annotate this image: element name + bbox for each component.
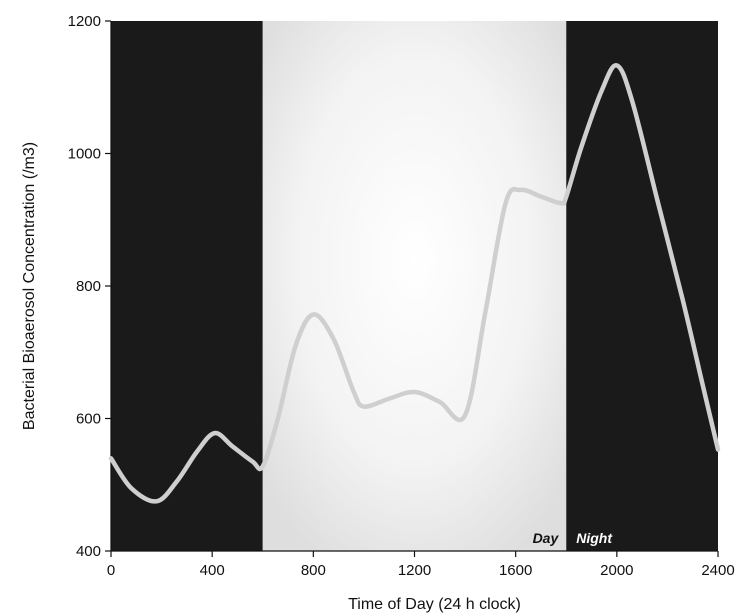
concentration-line [108, 63, 721, 504]
x-tick-label: 1600 [499, 562, 532, 579]
night-band [566, 21, 718, 551]
y-tick-label: 400 [76, 543, 101, 560]
series-layer [108, 63, 721, 504]
background-bands [111, 21, 718, 551]
day-band [262, 21, 567, 551]
axes: 0 400 800 1200 1600 2000 2400 400 600 800 1000 1200 [68, 13, 735, 579]
x-tick-label: 400 [200, 562, 225, 579]
night-band [111, 21, 263, 551]
day-label: Day [533, 530, 560, 546]
y-tick-label: 600 [76, 411, 101, 428]
y-tick-label: 1000 [68, 146, 101, 163]
x-tick-label: 2400 [701, 562, 734, 579]
y-axis-label: Bacterial Bioaerosol Concentration (/m3) [21, 142, 38, 430]
x-tick-label: 0 [107, 562, 115, 579]
y-tick-label: 1200 [68, 13, 101, 30]
y-tick-label: 800 [76, 278, 101, 295]
labels-layer: Day Night Time of Day (24 h clock) Bacteria… [21, 142, 613, 613]
x-tick-label: 1200 [398, 562, 431, 579]
x-tick-label: 800 [301, 562, 326, 579]
night-label: Night [576, 530, 613, 546]
x-tick-label: 2000 [600, 562, 633, 579]
x-axis-label: Time of Day (24 h clock) [348, 596, 521, 613]
